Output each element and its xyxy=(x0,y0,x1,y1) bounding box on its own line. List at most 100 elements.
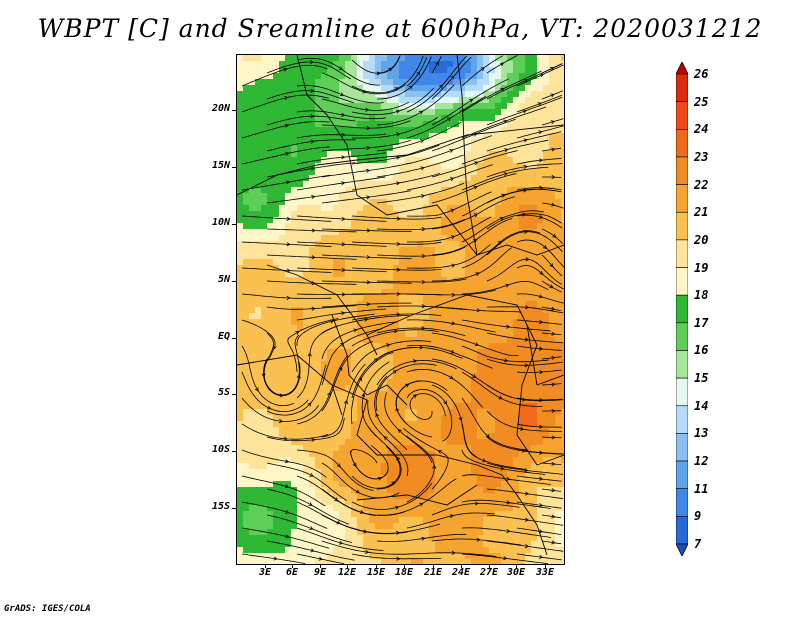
field-cell xyxy=(465,97,472,104)
field-cell xyxy=(405,187,412,194)
field-cell xyxy=(315,181,322,188)
field-cell xyxy=(237,115,244,122)
field-cell xyxy=(399,187,406,194)
field-cell xyxy=(297,433,304,440)
field-cell xyxy=(453,259,460,266)
field-cell xyxy=(495,163,502,170)
field-cell xyxy=(405,229,412,236)
field-cell xyxy=(453,523,460,530)
field-cell xyxy=(399,487,406,494)
field-cell xyxy=(423,283,430,290)
field-cell xyxy=(543,499,550,506)
field-cell xyxy=(327,541,334,548)
field-cell xyxy=(369,415,376,422)
field-cell xyxy=(501,193,508,200)
streamline-arrow xyxy=(524,337,529,342)
field-cell xyxy=(321,193,328,200)
field-cell xyxy=(249,493,256,500)
field-cell xyxy=(411,283,418,290)
field-cell xyxy=(303,505,310,512)
streamline xyxy=(516,158,562,165)
field-cell xyxy=(285,181,292,188)
field-cell xyxy=(273,511,280,518)
field-cell xyxy=(357,205,364,212)
field-cell xyxy=(471,517,478,524)
field-cell xyxy=(321,199,328,206)
field-cell xyxy=(261,487,268,494)
field-cell xyxy=(339,433,346,440)
field-cell xyxy=(477,79,484,86)
field-cell xyxy=(321,379,328,386)
field-cell xyxy=(279,277,286,284)
field-cell xyxy=(531,211,538,218)
field-cell xyxy=(375,187,382,194)
field-cell xyxy=(375,205,382,212)
field-cell xyxy=(417,481,424,488)
field-cell xyxy=(297,289,304,296)
field-cell xyxy=(429,511,436,518)
field-cell xyxy=(255,67,262,74)
field-cell xyxy=(285,409,292,416)
field-cell xyxy=(387,409,394,416)
field-cell xyxy=(351,337,358,344)
field-cell xyxy=(273,487,280,494)
field-cell xyxy=(489,499,496,506)
field-cell xyxy=(321,505,328,512)
field-cell xyxy=(321,463,328,470)
field-cell xyxy=(465,133,472,140)
field-cell xyxy=(321,283,328,290)
field-cell xyxy=(435,169,442,176)
field-cell xyxy=(495,73,502,80)
field-cell xyxy=(411,349,418,356)
field-cell xyxy=(333,391,340,398)
field-cell xyxy=(513,355,520,362)
streamline-arrow xyxy=(279,393,284,398)
field-cell xyxy=(303,487,310,494)
field-cell xyxy=(309,343,316,350)
field-cell xyxy=(399,439,406,446)
streamline xyxy=(296,215,387,222)
field-cell xyxy=(537,343,544,350)
field-cell xyxy=(561,229,564,236)
field-cell xyxy=(363,469,370,476)
field-cell xyxy=(471,523,478,530)
field-cell xyxy=(309,505,316,512)
field-cell xyxy=(267,379,274,386)
field-cell xyxy=(351,145,358,152)
field-cell xyxy=(507,301,514,308)
field-cell xyxy=(429,541,436,548)
streamline xyxy=(541,147,562,152)
field-cell xyxy=(327,385,334,392)
field-cell xyxy=(543,415,550,422)
field-cell xyxy=(555,199,562,206)
field-cell xyxy=(543,511,550,518)
field-cell xyxy=(393,475,400,482)
field-cell xyxy=(459,121,466,128)
field-cell xyxy=(291,205,298,212)
field-cell xyxy=(429,403,436,410)
field-cell xyxy=(549,301,556,308)
streamline-arrow xyxy=(469,98,474,103)
field-cell xyxy=(345,259,352,266)
field-cell xyxy=(339,259,346,266)
field-cell xyxy=(465,415,472,422)
field-cell xyxy=(543,445,550,452)
field-cell xyxy=(369,199,376,206)
field-cell xyxy=(297,205,304,212)
field-cell xyxy=(453,559,460,564)
field-cell xyxy=(375,439,382,446)
field-cell xyxy=(549,163,556,170)
field-cell xyxy=(387,343,394,350)
field-cell xyxy=(243,61,250,68)
field-cell xyxy=(357,397,364,404)
streamline xyxy=(541,118,564,126)
streamline-arrow xyxy=(420,139,425,143)
field-cell xyxy=(261,229,268,236)
streamline xyxy=(486,163,563,178)
field-cell xyxy=(519,277,526,284)
field-cell xyxy=(381,427,388,434)
field-cell xyxy=(345,505,352,512)
field-cell xyxy=(417,541,424,548)
field-cell xyxy=(525,499,532,506)
field-cell xyxy=(447,511,454,518)
